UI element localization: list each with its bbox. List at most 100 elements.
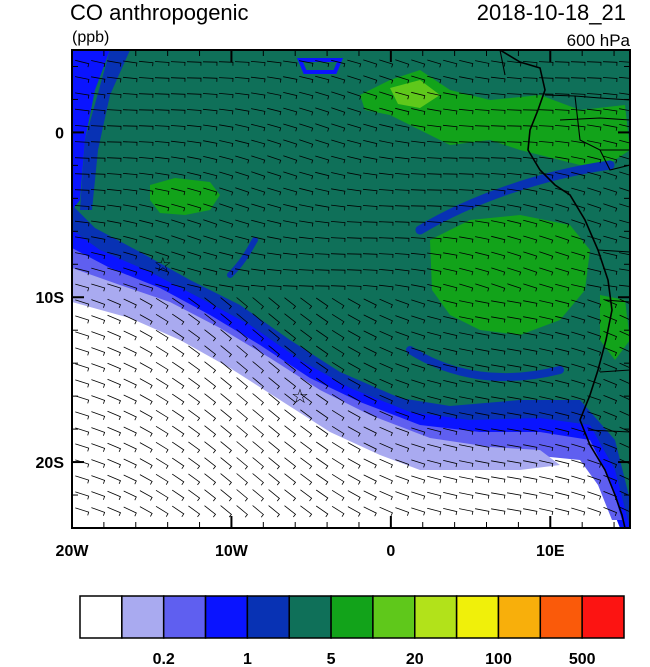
wind-barb	[252, 489, 264, 502]
wind-barb	[154, 156, 170, 163]
wind-barb	[555, 267, 570, 276]
wind-barb	[139, 219, 154, 228]
wind-barb	[459, 60, 474, 68]
wind-barb	[475, 380, 490, 387]
wind-barb	[523, 492, 538, 499]
wind-barb	[219, 251, 234, 260]
wind-barb	[315, 60, 330, 67]
wind-barb	[347, 426, 361, 437]
wind-barb	[587, 219, 602, 228]
wind-barb	[603, 443, 618, 453]
wind-barb	[410, 252, 426, 259]
wind-barb	[394, 156, 410, 163]
wind-barb	[331, 377, 345, 389]
wind-barb	[362, 188, 378, 195]
wind-barb	[203, 171, 218, 180]
wind-barb	[299, 139, 314, 148]
wind-barb	[235, 219, 250, 228]
wind-barb	[571, 507, 586, 516]
wind-barb	[155, 473, 169, 485]
wind-barb	[506, 93, 522, 98]
wind-barb	[379, 506, 393, 517]
wind-barb	[283, 76, 298, 83]
wind-barb	[331, 457, 345, 469]
wind-barb	[538, 93, 554, 98]
wind-barb	[235, 252, 250, 259]
wind-barb	[491, 235, 506, 244]
wind-barb	[395, 411, 410, 420]
wind-barb	[187, 251, 202, 260]
wind-barb	[379, 426, 393, 437]
wind-barb	[411, 108, 426, 115]
wind-barb	[458, 205, 474, 211]
wind-barb	[507, 380, 522, 387]
wind-barb	[236, 313, 248, 326]
wind-barb	[395, 91, 410, 100]
wind-barb	[491, 204, 506, 211]
wind-barb	[219, 155, 234, 164]
wind-barb	[155, 377, 169, 389]
wind-barb	[315, 473, 329, 486]
wind-barb	[490, 125, 506, 130]
wind-barb	[139, 410, 153, 421]
wind-barb	[411, 124, 426, 131]
wind-barb	[459, 283, 474, 292]
wind-barb	[427, 252, 442, 259]
wind-barb	[91, 411, 106, 420]
wind-barb	[347, 314, 361, 325]
wind-barb	[170, 93, 186, 98]
wind-barb	[283, 171, 298, 180]
wind-barb	[236, 345, 248, 358]
wind-barb	[75, 427, 90, 436]
wind-barb	[107, 426, 122, 437]
wind-barb	[362, 285, 378, 291]
wind-barb	[475, 460, 490, 467]
wind-barb	[300, 457, 313, 470]
wind-barb	[170, 61, 186, 66]
wind-barb	[299, 204, 314, 211]
wind-barb	[107, 442, 122, 453]
field-green-patch-3	[430, 215, 590, 335]
wind-barb	[603, 268, 618, 275]
wind-barb	[282, 252, 298, 259]
wind-barb	[154, 93, 170, 98]
wind-barb	[395, 363, 410, 372]
wind-barb	[378, 269, 394, 275]
wind-barb	[363, 172, 378, 179]
wind-barb	[91, 363, 106, 372]
wind-barb	[603, 363, 618, 373]
wind-barb	[204, 409, 217, 422]
wind-barb	[250, 76, 266, 83]
wind-barb	[283, 139, 298, 148]
wind-barb	[507, 251, 522, 260]
wind-barb	[220, 409, 232, 422]
wind-barb	[571, 363, 586, 372]
wind-barb	[346, 285, 362, 290]
wind-barb	[251, 203, 266, 212]
wind-barb	[299, 76, 314, 84]
wind-barb	[203, 251, 218, 260]
colorbar	[79, 595, 625, 639]
wind-barb	[155, 313, 169, 325]
wind-barb	[491, 283, 506, 292]
wind-barb	[459, 492, 474, 499]
wind-barb	[267, 236, 282, 243]
wind-barb	[219, 219, 234, 228]
wind-barb	[204, 297, 217, 310]
wind-barb	[155, 188, 170, 195]
wind-barb	[523, 444, 538, 451]
wind-barb	[75, 411, 90, 420]
wind-barb	[507, 300, 522, 307]
wind-barb	[427, 315, 442, 324]
wind-barb	[138, 77, 154, 83]
wind-barb	[284, 489, 297, 502]
wind-barb	[91, 443, 106, 452]
wind-barb	[235, 108, 250, 115]
wind-barb	[491, 251, 506, 260]
wind-barb	[363, 91, 378, 100]
wind-barb	[300, 313, 313, 326]
wind-barb	[443, 396, 458, 404]
wind-barb	[91, 475, 106, 484]
wind-barb	[346, 237, 362, 242]
wind-barb	[122, 157, 138, 162]
